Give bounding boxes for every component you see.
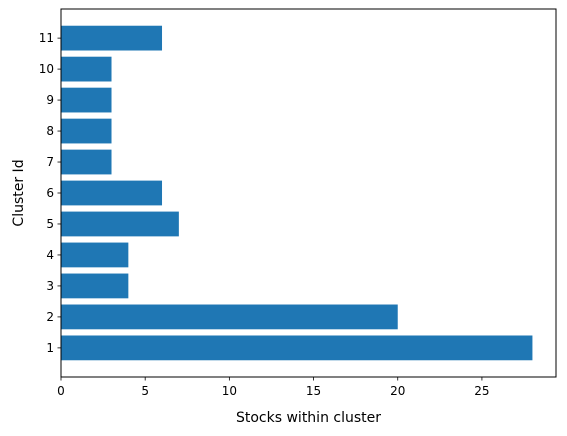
y-tick-label: 3 [46,279,54,293]
bar-cluster-1 [61,335,533,361]
y-tick-label: 2 [46,310,54,324]
plot-frame [60,8,557,378]
x-axis-title: Stocks within cluster [236,410,381,426]
y-tick-label: 1 [46,341,54,355]
y-tick-label: 10 [39,62,54,76]
bar-cluster-9 [61,87,112,113]
ticks-layer: 1 2 3 4 5 6 7 8 9 10 11 0 5 10 15 20 25 [39,31,490,398]
bars-layer [61,25,533,361]
x-tick-label: 10 [222,384,237,398]
bar-cluster-6 [61,180,163,206]
y-tick-label: 11 [39,31,54,45]
y-axis-title: Cluster Id [11,159,27,226]
y-tick-label: 8 [46,124,54,138]
x-tick-label: 25 [474,384,489,398]
x-tick-label: 20 [390,384,405,398]
bar-cluster-3 [61,273,129,299]
x-tick-label: 15 [306,384,321,398]
bar-cluster-7 [61,149,112,175]
bar-cluster-11 [61,25,163,51]
bar-cluster-10 [61,56,112,82]
y-tick-label: 4 [46,248,54,262]
y-tick-label: 6 [46,186,54,200]
x-tick-label: 0 [57,384,65,398]
bar-cluster-5 [61,211,179,237]
x-tick-label: 5 [141,384,149,398]
y-tick-label: 7 [46,155,54,169]
y-tick-label: 9 [46,93,54,107]
bar-cluster-8 [61,118,112,144]
bar-cluster-2 [61,304,398,330]
y-tick-label: 5 [46,217,54,231]
bar-cluster-4 [61,242,129,268]
